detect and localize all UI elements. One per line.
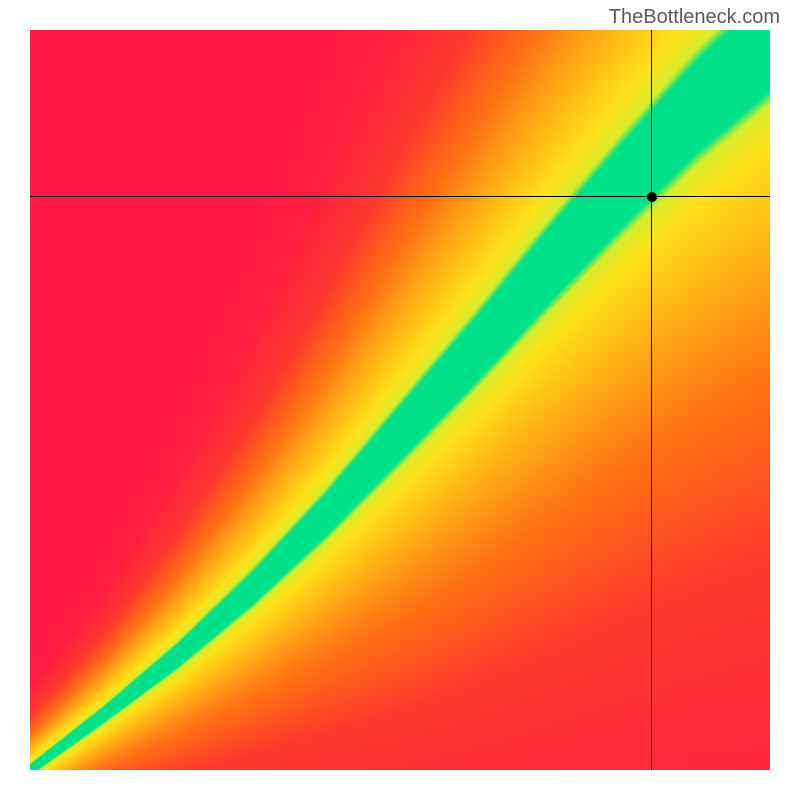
crosshair-vertical [651, 30, 652, 770]
marker-dot [647, 192, 657, 202]
watermark-text: TheBottleneck.com [609, 6, 780, 29]
crosshair-horizontal [30, 196, 770, 197]
heatmap-plot [30, 30, 770, 770]
heatmap-canvas [30, 30, 770, 770]
